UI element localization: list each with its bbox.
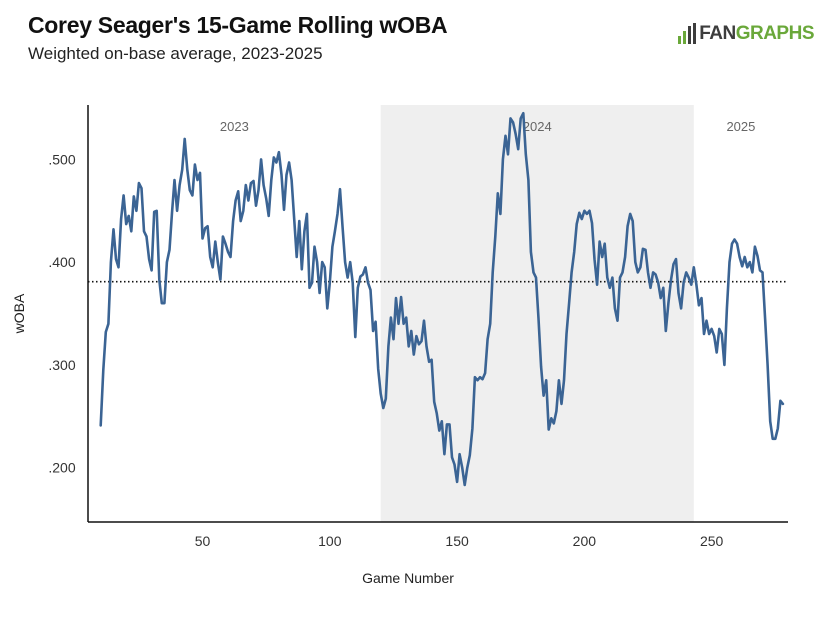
x-tick-label: 50 bbox=[195, 533, 211, 549]
chart-subtitle: Weighted on-base average, 2023-2025 bbox=[28, 44, 323, 63]
y-tick-label: .300 bbox=[48, 357, 75, 373]
series-line-rolling-woba bbox=[99, 111, 785, 487]
fangraphs-logo: FANGRAPHS bbox=[677, 23, 815, 45]
y-tick-label: .200 bbox=[48, 460, 75, 476]
x-tick-label: 100 bbox=[318, 533, 342, 549]
x-tick-label: 150 bbox=[445, 533, 469, 549]
y-tick-label: .500 bbox=[48, 151, 75, 167]
x-axis-title: Game Number bbox=[362, 570, 454, 586]
x-tick-label: 200 bbox=[573, 533, 597, 549]
logo-suffix: GRAPHS bbox=[735, 23, 815, 44]
y-axis-title: wOBA bbox=[11, 293, 27, 334]
fangraphs-bars-icon bbox=[678, 23, 697, 44]
logo-wordmark: FANGRAPHS bbox=[699, 23, 814, 45]
season-label-2023: 2023 bbox=[220, 119, 249, 134]
season-label-2024: 2024 bbox=[523, 119, 552, 134]
logo-prefix: FAN bbox=[699, 23, 736, 44]
x-tick-label: 250 bbox=[700, 533, 724, 549]
y-tick-label: .400 bbox=[48, 254, 75, 270]
chart-title: Corey Seager's 15-Game Rolling wOBA bbox=[28, 12, 448, 38]
season-label-2025: 2025 bbox=[726, 119, 755, 134]
